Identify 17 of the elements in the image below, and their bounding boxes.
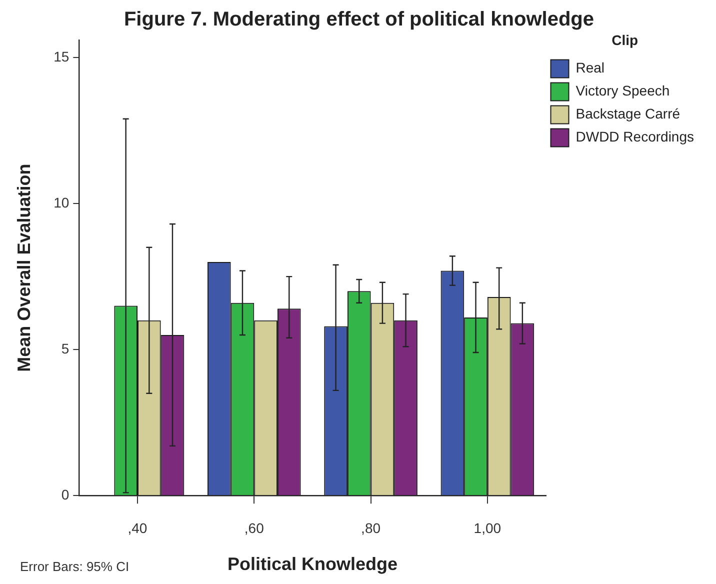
legend-title: Clip — [612, 32, 638, 48]
chart-title: Figure 7. Moderating effect of political knowledge — [124, 8, 594, 31]
text: Error Bars: 95% CI — [20, 559, 130, 574]
x-tick-label: ,80 — [361, 520, 381, 536]
y-tick-label: 5 — [61, 340, 70, 356]
x-tick-label: ,60 — [244, 520, 264, 536]
legend-label: Victory Speech — [576, 82, 670, 99]
legend-label: Backstage Carré — [576, 106, 680, 122]
legend-label: DWDD Recordings — [576, 128, 694, 145]
legend-label: Real — [576, 60, 605, 76]
y-axis-title: Mean Overall Evaluation — [14, 164, 34, 372]
x-axis-title: Political Knowledge — [227, 554, 398, 574]
x-tick-label: 1,00 — [474, 520, 502, 536]
x-tick-label: ,40 — [128, 520, 148, 536]
y-tick-label: 0 — [61, 486, 70, 502]
y-tick-label: 15 — [54, 48, 70, 64]
y-tick-label: 10 — [54, 194, 70, 210]
